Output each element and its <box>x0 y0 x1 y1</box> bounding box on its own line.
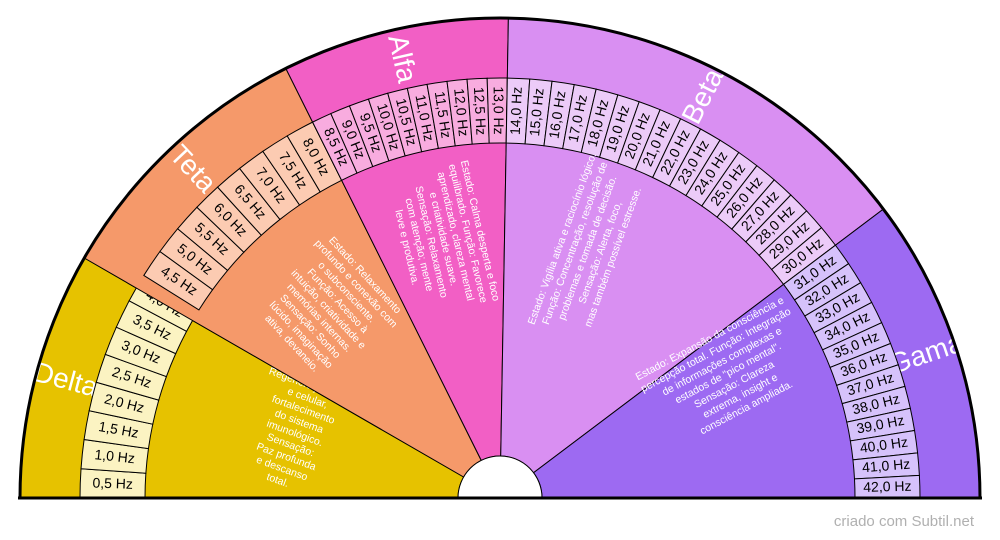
freq-label-alfa: 12,0 Hz <box>451 88 472 138</box>
freq-label-gama: 42,0 Hz <box>863 478 912 495</box>
freq-label-beta: 15,0 Hz <box>526 87 547 137</box>
freq-label-beta: 16,0 Hz <box>545 90 568 140</box>
freq-label-gama: 40,0 Hz <box>859 434 909 456</box>
freq-label-delta: 1,5 Hz <box>97 418 140 441</box>
center-hub <box>457 455 543 499</box>
freq-label-alfa: 12,5 Hz <box>471 87 490 136</box>
freq-label-alfa: 13,0 Hz <box>491 86 507 134</box>
freq-label-delta: 1,0 Hz <box>94 446 136 466</box>
freq-label-gama: 41,0 Hz <box>861 456 910 476</box>
freq-label-alfa: 11,5 Hz <box>432 90 455 139</box>
credit-text[interactable]: criado com Subtil.net <box>833 513 974 530</box>
freq-label-beta: 14,0 Hz <box>507 86 525 135</box>
outer-rim <box>18 16 982 499</box>
freq-label-delta: 0,5 Hz <box>92 475 133 492</box>
